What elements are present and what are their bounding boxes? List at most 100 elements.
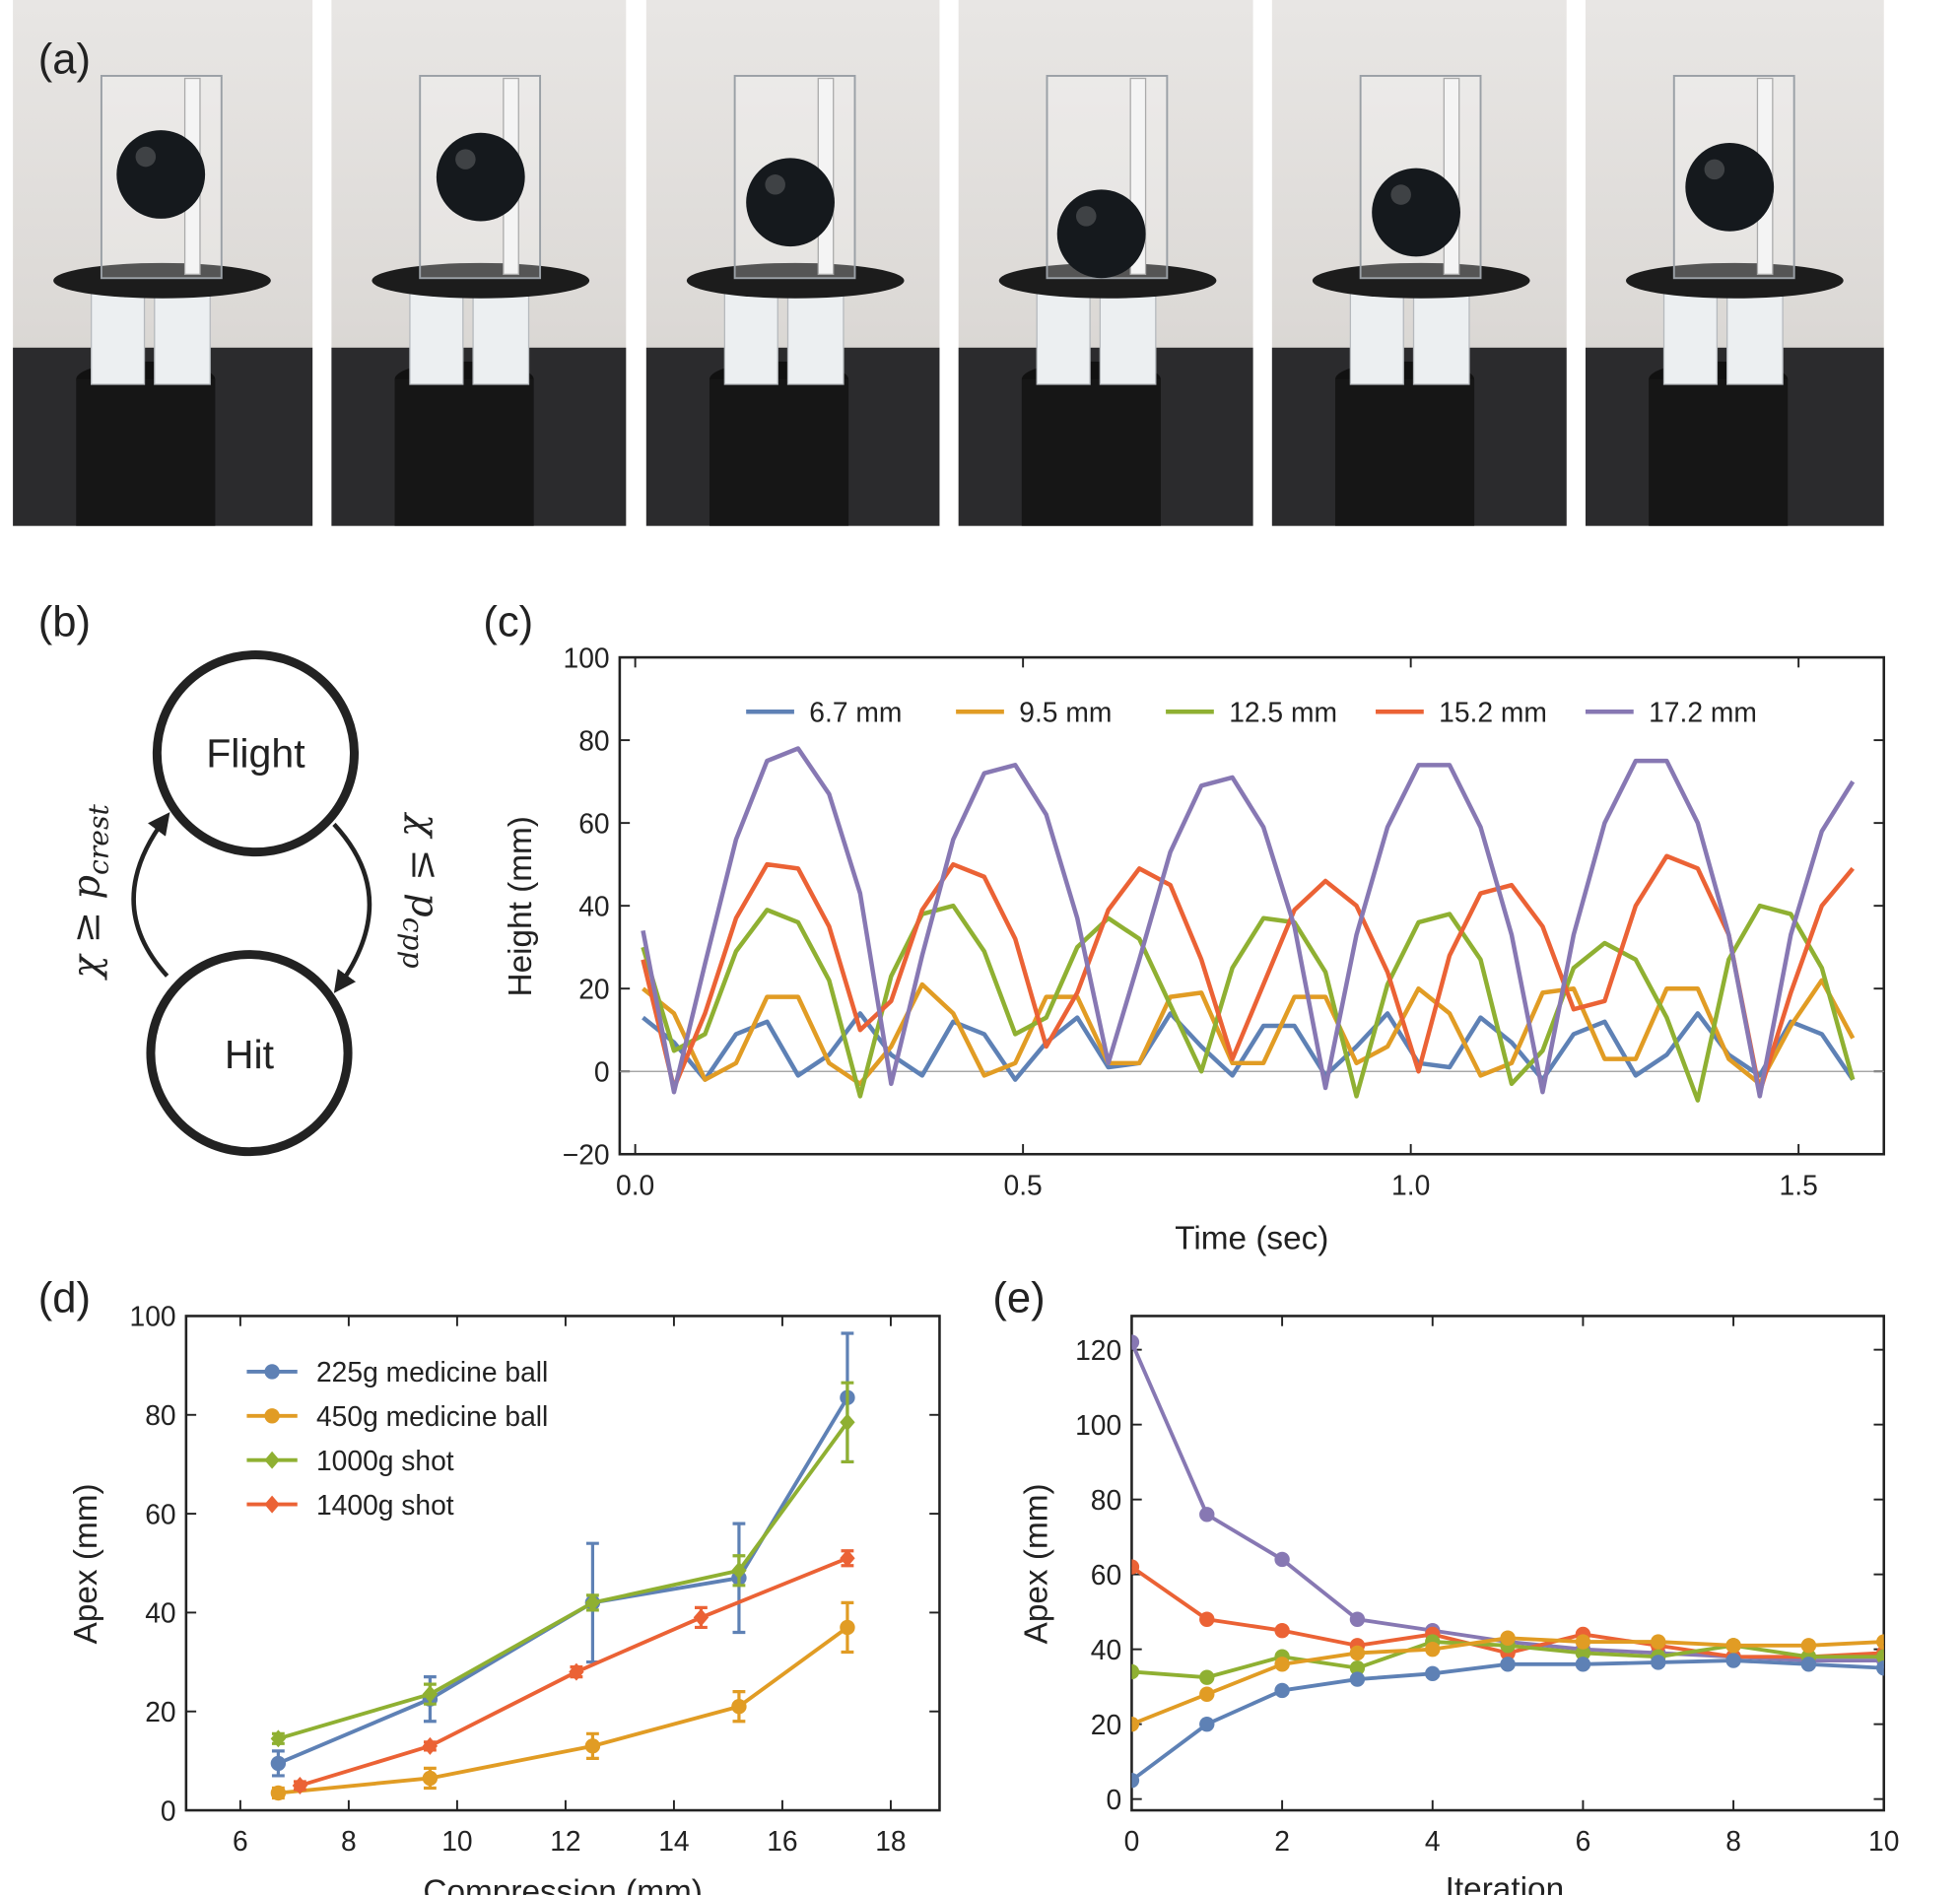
y-tick-label: 40 [145, 1597, 175, 1629]
base-body [76, 378, 216, 526]
math-text: χ ≥ p [64, 875, 108, 981]
legend-label: 15.2 mm [1439, 697, 1547, 728]
data-point [1131, 1772, 1140, 1789]
y-tick-label: 0 [594, 1055, 610, 1087]
data-point [1274, 1657, 1290, 1672]
series-line [1131, 1341, 1884, 1662]
data-point [569, 1662, 584, 1681]
data-point [1349, 1659, 1366, 1676]
data-point [1575, 1657, 1591, 1672]
y-tick-label: 60 [145, 1498, 175, 1529]
y-tick-label: 80 [1091, 1484, 1121, 1516]
data-point [1500, 1657, 1516, 1672]
data-point [1349, 1645, 1366, 1661]
y-tick-label: 100 [564, 642, 610, 673]
ball [1372, 168, 1460, 257]
legend-label: 225g medicine ball [316, 1356, 548, 1387]
y-tick-label: 20 [578, 973, 609, 1004]
data-point [1800, 1657, 1817, 1672]
x-tick-label: 1.0 [1391, 1169, 1430, 1200]
transition-arrow [131, 812, 170, 978]
y-axis-label: Apex (mm) [1018, 1483, 1054, 1644]
y-tick-label: 60 [1091, 1559, 1121, 1590]
data-point [1725, 1653, 1741, 1668]
x-tick-label: 0.5 [1004, 1169, 1043, 1200]
transition-label: χ ≥ pcrest [64, 804, 114, 981]
x-tick-label: 14 [658, 1825, 689, 1857]
legend-label: 6.7 mm [809, 697, 902, 728]
data-point [1800, 1638, 1817, 1654]
photo [13, 0, 313, 526]
x-tick-label: 8 [1725, 1825, 1741, 1857]
data-point [1500, 1630, 1516, 1646]
data-point [1349, 1671, 1366, 1687]
x-tick-label: 6 [1576, 1825, 1591, 1857]
data-point [840, 1619, 855, 1636]
base-body [1334, 378, 1475, 526]
data-point [693, 1608, 710, 1627]
ball [746, 158, 835, 247]
x-tick-label: 16 [767, 1825, 797, 1857]
data-point [422, 1770, 439, 1787]
ball-highlight [455, 149, 476, 169]
y-tick-label: 60 [578, 807, 609, 839]
data-point [270, 1785, 287, 1801]
data-point [1725, 1638, 1741, 1654]
data-point [731, 1561, 747, 1580]
plot-frame [1130, 1315, 1886, 1812]
plate [372, 262, 590, 299]
data-point [270, 1755, 287, 1772]
plot-area [1131, 1334, 1884, 1789]
panel-label: (c) [483, 598, 533, 645]
x-tick-label: 0 [1124, 1825, 1140, 1857]
plate [53, 262, 271, 299]
data-point [1876, 1659, 1884, 1676]
data-point [1274, 1622, 1290, 1639]
data-point [1575, 1634, 1591, 1650]
y-tick-label: 80 [578, 724, 609, 756]
state-node [146, 950, 353, 1157]
plate [1626, 262, 1844, 299]
data-point [1349, 1611, 1366, 1627]
math-subscript: cpp [397, 917, 430, 969]
legend-label: 9.5 mm [1019, 697, 1112, 728]
bellows [1036, 292, 1091, 385]
panel-label: (a) [38, 35, 91, 83]
legend-label: 1400g shot [316, 1489, 454, 1521]
y-tick-label: 100 [130, 1301, 176, 1332]
data-point [1274, 1551, 1290, 1568]
data-point [422, 1736, 439, 1755]
data-point [1425, 1665, 1441, 1682]
transition-arrow [332, 822, 372, 993]
legend-label: 450g medicine ball [316, 1400, 548, 1432]
ball-highlight [765, 174, 785, 195]
x-tick-label: 0.0 [616, 1169, 654, 1200]
bellows [1662, 292, 1719, 385]
series-line [642, 978, 1856, 1087]
math-text: χ ≤ p [402, 811, 446, 917]
data-point [1131, 1716, 1140, 1732]
data-point [1131, 1663, 1140, 1680]
data-point [1876, 1634, 1884, 1650]
ball-highlight [1075, 206, 1097, 227]
plot-area [270, 1331, 855, 1801]
ball [1685, 142, 1775, 232]
y-tick-label: 20 [145, 1696, 175, 1727]
series-line [641, 853, 1855, 1095]
bellows [409, 292, 464, 385]
y-tick-label: 0 [161, 1794, 176, 1826]
legend-marker [264, 1364, 280, 1380]
plot-frame [618, 655, 1886, 1156]
bellows [154, 292, 211, 385]
bellows [91, 292, 146, 385]
ball [116, 130, 206, 219]
data-point [422, 1685, 439, 1704]
legend-marker [264, 1408, 280, 1424]
bellows [472, 292, 530, 385]
bellows [723, 292, 778, 385]
plate [1312, 262, 1530, 299]
data-point [731, 1699, 747, 1715]
node-label: Hit [225, 1032, 275, 1077]
data-point [1575, 1645, 1591, 1661]
